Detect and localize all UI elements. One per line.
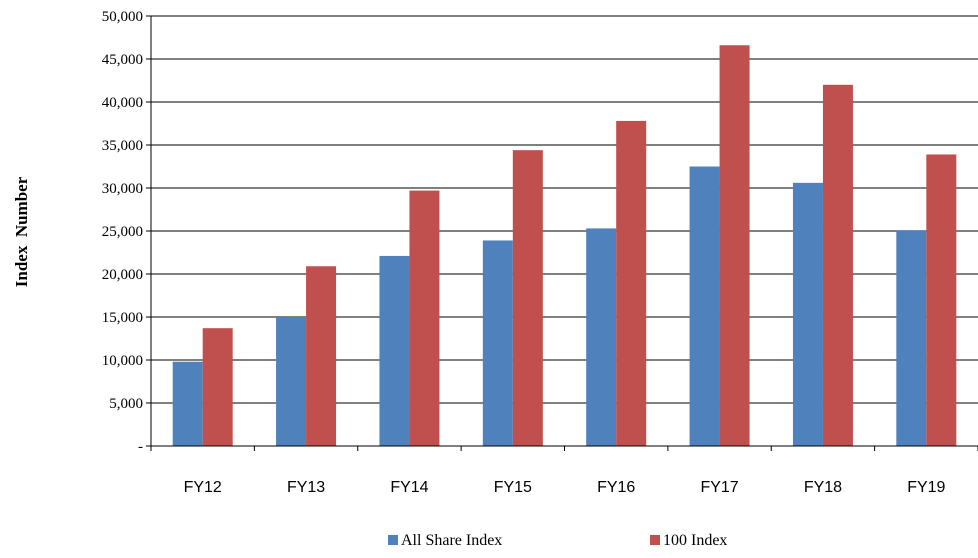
bar-100-index-fy14 [409, 190, 440, 446]
legend-swatch-all-share-index [388, 535, 398, 545]
legend-swatch-100-index [650, 535, 660, 545]
y-tick-label: 30,000 [102, 181, 143, 197]
bar-all-share-index-fy16 [586, 228, 617, 446]
y-tick-label: - [138, 439, 143, 455]
bar-all-share-index-fy14 [379, 255, 410, 446]
x-tick-label: FY17 [700, 479, 738, 496]
y-tick-label: 50,000 [102, 9, 143, 25]
x-tick-label: FY13 [287, 479, 325, 496]
x-tick-label: FY19 [907, 479, 945, 496]
y-axis-title: Index Number [12, 176, 31, 287]
y-tick-label: 20,000 [102, 267, 143, 283]
y-tick-label: 40,000 [102, 95, 143, 111]
y-tick-label: 15,000 [102, 310, 143, 326]
bars [172, 45, 957, 447]
y-tick-label: 45,000 [102, 52, 143, 68]
y-tick-labels: - 5,000 10,000 15,000 20,000 25,000 30,000 35,0… [102, 9, 143, 455]
legend-label-all-share-index: All Share Index [401, 532, 502, 549]
y-tick-label: 10,000 [102, 353, 143, 369]
legend: All Share Index 100 Index [388, 532, 727, 549]
y-tick-label: 5,000 [109, 396, 143, 412]
axes [146, 15, 978, 451]
bar-all-share-index-fy17 [689, 166, 720, 446]
x-tick-label: FY18 [804, 479, 842, 496]
x-tick-label: FY12 [184, 479, 222, 496]
bar-100-index-fy16 [616, 120, 647, 447]
y-tick-label: 25,000 [102, 224, 143, 240]
bar-all-share-index-fy15 [482, 240, 513, 446]
bar-100-index-fy17 [719, 45, 750, 447]
bar-100-index-fy13 [306, 266, 337, 446]
bar-all-share-index-fy18 [792, 182, 823, 446]
legend-label-100-index: 100 Index [663, 532, 727, 549]
y-tick-label: 35,000 [102, 138, 143, 154]
bar-100-index-fy15 [512, 150, 543, 446]
x-tick-label: FY15 [494, 479, 532, 496]
x-tick-label: FY14 [390, 479, 428, 496]
bar-all-share-index-fy13 [276, 317, 307, 446]
bar-all-share-index-fy12 [172, 361, 203, 446]
x-tick-label: FY16 [597, 479, 635, 496]
x-tick-labels: FY12 FY13 FY14 FY15 FY16 FY17 FY18 FY19 [184, 479, 946, 496]
bar-all-share-index-fy19 [896, 230, 927, 446]
bar-100-index-fy19 [926, 154, 957, 446]
bar-100-index-fy12 [202, 328, 233, 446]
bar-100-index-fy18 [822, 84, 853, 447]
